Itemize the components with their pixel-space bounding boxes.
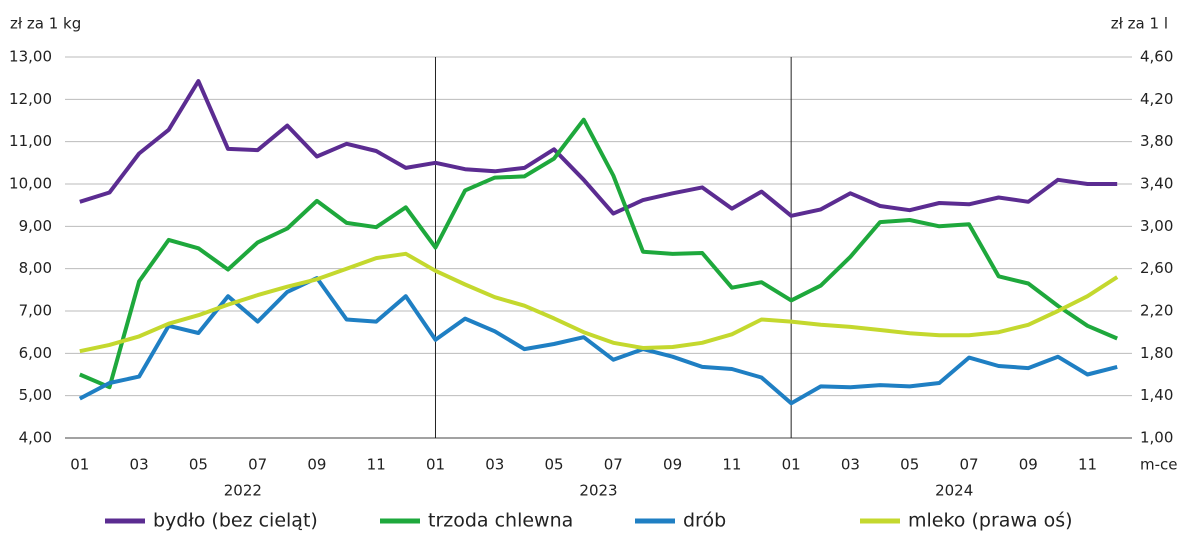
y-tick-label: 10,00: [9, 175, 52, 193]
y-tick-label: 13,00: [9, 48, 52, 66]
x-tick-label: 09: [663, 456, 682, 474]
y-axis-label: zł za 1 kg: [10, 15, 81, 33]
x-axis-label: m-ce: [1140, 456, 1177, 474]
y-tick-label: 6,00: [19, 344, 52, 362]
year-label: 2023: [579, 482, 617, 500]
y-tick-label: 9,00: [19, 217, 52, 235]
x-tick-label: 09: [307, 456, 326, 474]
x-tick-label: 07: [959, 456, 978, 474]
y2-tick-label: 3,80: [1140, 132, 1173, 150]
x-tick-label: 03: [485, 456, 504, 474]
y2-tick-label: 1,40: [1140, 386, 1173, 404]
y2-tick-label: 3,00: [1140, 217, 1173, 235]
y-tick-label: 5,00: [19, 386, 52, 404]
y2-tick-label: 1,00: [1140, 429, 1173, 447]
y-tick-label: 11,00: [9, 132, 52, 150]
y2-axis-label: zł za 1 l: [1111, 15, 1168, 33]
y-tick-label: 12,00: [9, 90, 52, 108]
y2-tick-label: 4,60: [1140, 48, 1173, 66]
series-line: [79, 251, 1119, 354]
legend-label: mleko (prawa oś): [908, 510, 1073, 532]
x-tick-label: 11: [1078, 456, 1097, 474]
y-tick-label: 8,00: [19, 259, 52, 277]
x-tick-label: 09: [1019, 456, 1038, 474]
x-tick-label: 05: [900, 456, 919, 474]
series-line: [79, 117, 1118, 390]
x-tick-label: 01: [426, 456, 445, 474]
legend-label: trzoda chlewna: [428, 510, 573, 532]
year-label: 2022: [224, 482, 262, 500]
x-tick-label: 01: [782, 456, 801, 474]
x-tick-label: 11: [722, 456, 741, 474]
series-line: [78, 276, 1118, 406]
y2-tick-label: 3,40: [1140, 175, 1173, 193]
x-tick-label: 05: [189, 456, 208, 474]
y2-tick-label: 2,60: [1140, 259, 1173, 277]
x-tick-label: 07: [604, 456, 623, 474]
series-line: [79, 79, 1118, 218]
year-label: 2024: [935, 482, 973, 500]
y2-tick-label: 2,20: [1140, 302, 1173, 320]
legend-label: drób: [683, 510, 726, 532]
x-tick-label: 01: [70, 456, 89, 474]
x-tick-label: 05: [544, 456, 563, 474]
x-tick-label: 03: [841, 456, 860, 474]
x-tick-label: 03: [130, 456, 149, 474]
y2-tick-label: 4,20: [1140, 90, 1173, 108]
y2-tick-label: 1,80: [1140, 344, 1173, 362]
legend-label: bydło (bez cieląt): [153, 510, 318, 532]
y-tick-label: 7,00: [19, 302, 52, 320]
y-tick-label: 4,00: [19, 429, 52, 447]
x-tick-label: 07: [248, 456, 267, 474]
x-tick-label: 11: [367, 456, 386, 474]
